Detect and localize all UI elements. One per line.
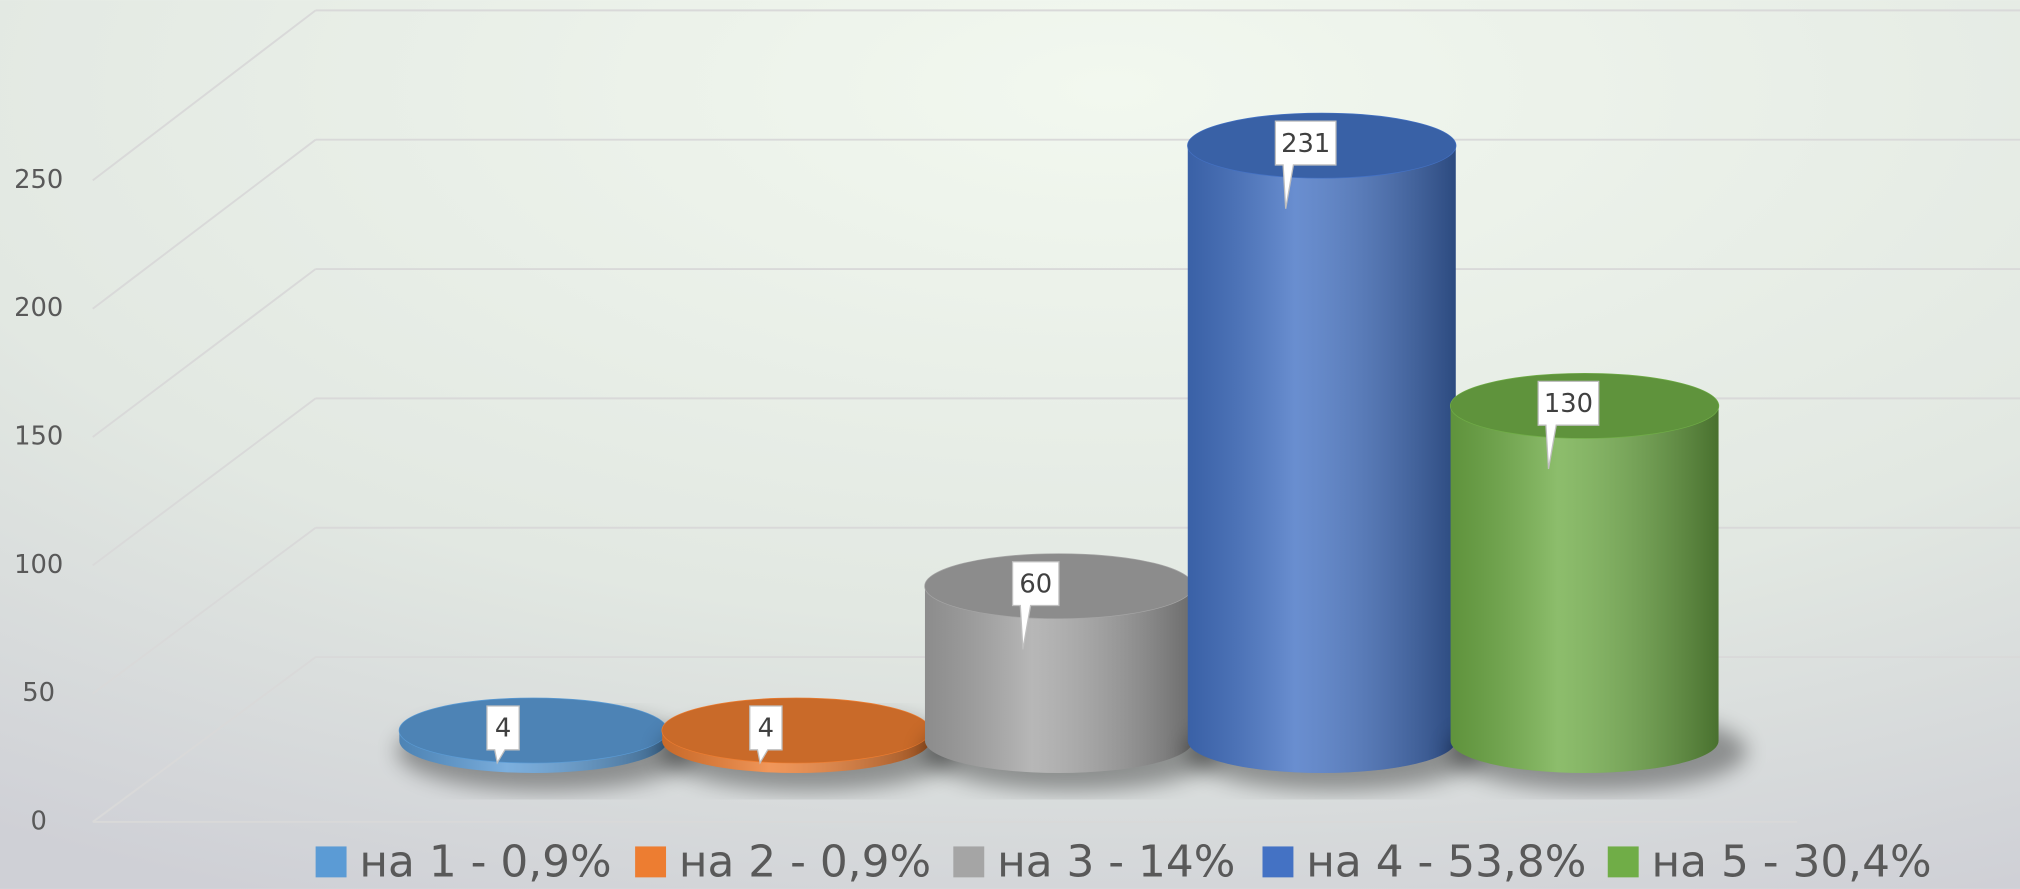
grid-line [92,526,2020,695]
cylinder-body-shade [1187,145,1456,774]
legend-swatch [1607,846,1639,878]
data-label-box [749,705,783,765]
grid-line-side [92,397,317,567]
grid-line [92,397,2020,567]
data-label: 4 [758,714,774,744]
data-label-box [1011,561,1060,650]
y-tick-label: 250 [14,165,63,195]
legend-swatch [315,846,347,878]
grid-line-side [92,268,317,438]
cylinder-body-shade [1450,405,1719,774]
y-tick-label: 100 [14,550,63,580]
data-label: 60 [1019,569,1052,599]
cylinder-body-shade [924,586,1193,774]
data-label: 4 [495,714,511,744]
y-tick-label: 0 [30,806,46,836]
grid-line [92,268,2020,438]
legend-label: на 4 - 53,8% [1306,836,1586,887]
y-tick-label: 200 [14,293,63,323]
legend-swatch [953,846,985,878]
grid-line [92,9,2020,182]
cylinder [1449,373,1720,774]
cylinder-top-shade [662,698,931,763]
grid-line-side [92,656,317,823]
data-label-box [1537,380,1600,470]
cylinder [661,697,931,774]
grid-line-side [92,138,317,310]
cylinder [924,553,1194,774]
legend-swatch [1262,846,1294,878]
grid-line-side [92,9,317,182]
cylinder [398,697,668,774]
legend-swatch [635,846,667,878]
legend-label: на 5 - 30,4% [1652,836,1932,887]
data-label: 231 [1281,129,1330,159]
data-label-box [486,705,520,765]
cylinder [1187,112,1457,774]
y-tick-label: 150 [14,422,63,452]
legend-label: на 3 - 14% [997,836,1235,887]
grid-line-side [92,526,317,695]
grid-line [92,138,2020,310]
y-tick-label: 50 [22,678,55,708]
data-label: 130 [1544,389,1593,419]
legend-label: на 2 - 0,9% [679,836,931,887]
cylinder-top-shade [399,698,668,763]
legend-label: на 1 - 0,9% [359,836,611,887]
data-label-box [1274,120,1337,209]
